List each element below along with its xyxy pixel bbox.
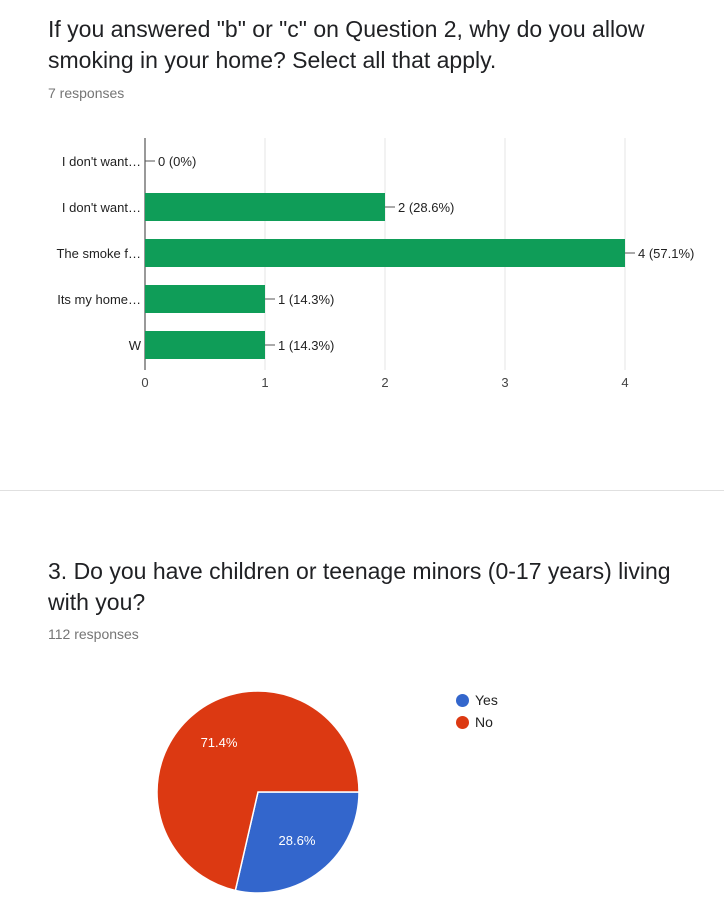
legend-swatch-yes: [456, 693, 469, 707]
pie-slice-label: 71.4%: [201, 735, 238, 750]
legend-swatch-no: [456, 715, 469, 729]
x-tick-label: 4: [621, 375, 628, 390]
pie-chart: 28.6% 71.4%: [156, 690, 360, 894]
pie-slice-no: [156, 690, 360, 892]
pie-slice-label: 28.6%: [279, 833, 316, 848]
category-label: W: [129, 338, 142, 353]
bar: [145, 285, 265, 313]
x-tick-label: 3: [501, 375, 508, 390]
question-title: 3. Do you have children or teenage minor…: [48, 558, 671, 615]
legend-item-yes: Yes: [456, 689, 498, 711]
legend-label-no: No: [475, 714, 493, 730]
data-label: 0 (0%): [158, 154, 196, 169]
x-tick-label: 0: [141, 375, 148, 390]
category-label: Its my home…: [57, 292, 141, 307]
legend-label-yes: Yes: [475, 692, 498, 708]
question-title: If you answered "b" or "c" on Question 2…: [48, 16, 645, 73]
data-label: 2 (28.6%): [398, 200, 454, 215]
data-label: 4 (57.1%): [638, 246, 694, 261]
x-tick-label: 2: [381, 375, 388, 390]
bar-chart: 0 1 2 3 4 I don't want… 0 (0%) I don't want… 2 (…: [56, 138, 694, 390]
legend-item-no: No: [456, 711, 498, 733]
category-label: I don't want…: [62, 154, 141, 169]
category-label: The smoke f…: [56, 246, 141, 261]
response-count: 7 responses: [48, 85, 125, 101]
question-card-2: 3. Do you have children or teenage minor…: [0, 492, 724, 920]
data-label: 1 (14.3%): [278, 292, 334, 307]
card-divider: [0, 490, 724, 491]
pie-legend: Yes No: [456, 689, 498, 733]
x-tick-label: 1: [261, 375, 268, 390]
pie-slice-yes: [234, 791, 360, 894]
question-card-1: If you answered "b" or "c" on Question 2…: [48, 16, 694, 390]
response-count: 112 responses: [48, 626, 139, 642]
bar: [145, 193, 385, 221]
data-label: 1 (14.3%): [278, 338, 334, 353]
category-label: I don't want…: [62, 200, 141, 215]
bar: [145, 239, 625, 267]
bar: [145, 331, 265, 359]
